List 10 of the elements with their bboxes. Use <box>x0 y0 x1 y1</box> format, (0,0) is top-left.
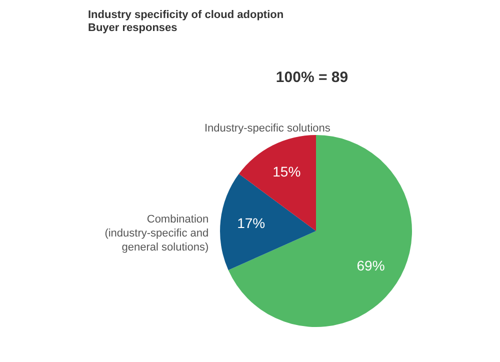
data-label: 15% <box>272 164 301 180</box>
chart-title: Industry specificity of cloud adoption <box>88 9 284 21</box>
chart-subtitle: Buyer responses <box>88 22 178 34</box>
slice-label: Combination (industry-specific and general solutions) <box>104 213 209 254</box>
pie-slice <box>228 135 412 327</box>
data-label: 69% <box>356 258 385 274</box>
text: 100% = 89 <box>276 69 348 86</box>
slice-label: Industry-specific solutions <box>204 122 331 135</box>
pie-slice <box>238 135 316 231</box>
data-label: 17% <box>237 214 266 231</box>
